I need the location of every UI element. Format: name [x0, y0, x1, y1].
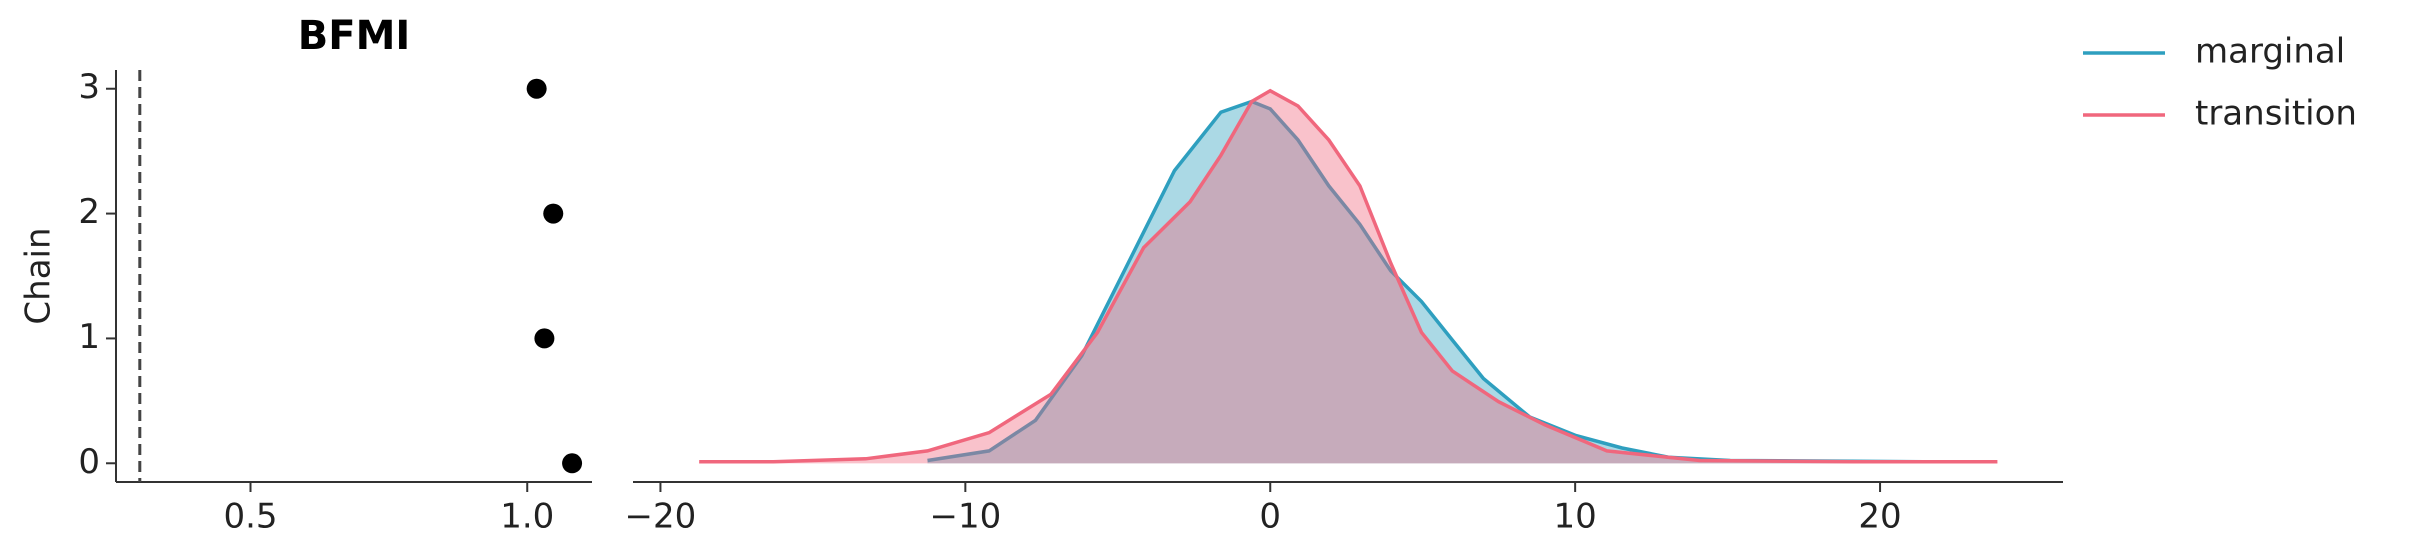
density-area — [927, 101, 1924, 464]
data-point — [562, 453, 583, 474]
x-tick-label: 10 — [1554, 497, 1597, 537]
x-tick-label: 0.5 — [223, 497, 277, 537]
x-tick-label: 1.0 — [500, 497, 554, 537]
y-tick-label: 3 — [78, 67, 100, 107]
data-point — [543, 203, 564, 224]
density-line — [927, 99, 1924, 464]
legend-label: transition — [2195, 94, 2357, 134]
x-tick-label: 0 — [1259, 497, 1281, 537]
data-point — [534, 328, 555, 349]
legend-label: marginal — [2195, 32, 2345, 72]
y-tick-label: 0 — [78, 442, 100, 482]
x-tick-label: 20 — [1858, 497, 1901, 537]
density-line — [699, 88, 1998, 464]
x-tick-label: −10 — [929, 497, 1001, 537]
x-tick-label: −20 — [625, 497, 697, 537]
y-tick-label: 1 — [78, 317, 100, 357]
y-axis-label: Chain — [19, 227, 59, 324]
data-point — [526, 78, 547, 99]
y-tick-label: 2 — [78, 192, 100, 232]
density-area — [699, 90, 1998, 464]
chart-title: BFMI — [298, 13, 411, 59]
